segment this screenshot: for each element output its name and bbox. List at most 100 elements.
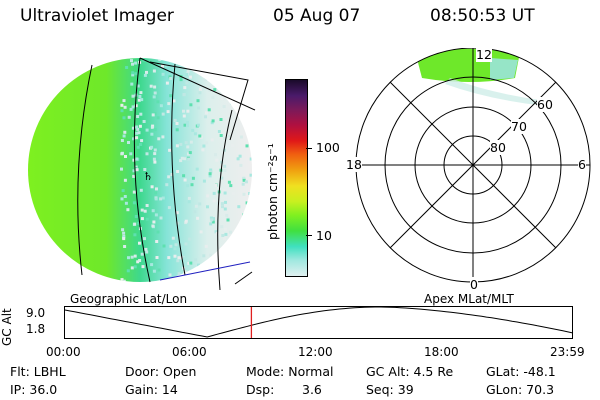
speckle-pixel xyxy=(186,184,190,188)
speckle-pixel xyxy=(214,153,217,157)
speckle-pixel xyxy=(157,137,161,141)
speckle-pixel xyxy=(120,139,124,142)
speckle-pixel xyxy=(176,259,180,263)
colorbar-tick-10: 10 xyxy=(316,228,332,243)
speckle-pixel xyxy=(182,114,186,118)
speckle-pixel xyxy=(183,157,187,161)
speckle-pixel xyxy=(219,134,223,137)
speckle-pixel xyxy=(252,162,255,165)
speckle-pixel xyxy=(213,64,217,67)
speckle-pixel xyxy=(223,191,227,195)
speckle-pixel xyxy=(186,124,189,128)
speckle-pixel xyxy=(211,220,215,224)
speckle-pixel xyxy=(170,173,174,176)
speckle-pixel xyxy=(133,265,137,269)
speckle-pixel xyxy=(187,261,191,265)
speckle-pixel xyxy=(152,95,156,99)
speckle-pixel xyxy=(152,220,156,224)
speckle-pixel xyxy=(234,65,238,68)
speckle-pixel xyxy=(161,135,165,139)
speckle-pixel xyxy=(159,216,163,220)
speckle-pixel xyxy=(185,72,189,76)
speckle-pixel xyxy=(120,109,124,113)
speckle-pixel xyxy=(159,197,163,201)
speckle-pixel xyxy=(179,78,183,82)
speckle-pixel xyxy=(205,141,209,145)
speckle-pixel xyxy=(136,127,140,131)
altitude-curve xyxy=(64,306,574,338)
speckle-pixel xyxy=(187,152,190,156)
speckle-pixel xyxy=(226,218,230,222)
speckle-pixel xyxy=(132,190,136,194)
speckle-pixel xyxy=(193,132,197,136)
speckle-pixel xyxy=(194,204,198,208)
speckle-pixel xyxy=(253,205,256,208)
speckle-pixel xyxy=(136,84,140,88)
speckle-pixel xyxy=(249,195,252,199)
timeline-ytick-1: 1.8 xyxy=(26,322,46,336)
speckle-pixel xyxy=(122,99,126,103)
speckle-pixel xyxy=(243,101,247,105)
coastline xyxy=(159,261,251,281)
speckle-pixel xyxy=(232,96,236,99)
speckle-pixel xyxy=(135,136,139,140)
speckle-pixel xyxy=(132,137,136,141)
speckle-pixel xyxy=(209,253,213,257)
speckle-pixel xyxy=(224,275,228,279)
speckle-pixel xyxy=(190,183,194,187)
speckle-pixel xyxy=(223,164,227,168)
speckle-pixel xyxy=(122,231,126,235)
speckle-pixel xyxy=(175,122,179,125)
speckle-pixel xyxy=(208,88,212,92)
speckle-pixel xyxy=(199,73,203,77)
speckle-pixel xyxy=(204,244,208,248)
speckle-pixel xyxy=(202,144,206,148)
speckle-pixel xyxy=(246,113,250,117)
speckle-pixel xyxy=(225,71,229,75)
speckle-pixel xyxy=(246,223,249,227)
geographic-panel-label: Geographic Lat/Lon xyxy=(70,292,188,306)
speckle-pixel xyxy=(209,222,213,226)
speckle-pixel xyxy=(122,134,126,138)
speckle-pixel xyxy=(153,91,157,95)
speckle-pixel xyxy=(139,91,143,95)
speckle-pixel xyxy=(142,120,146,123)
speckle-pixel xyxy=(130,82,134,86)
speckle-pixel xyxy=(177,256,181,260)
speckle-pixel xyxy=(165,183,169,187)
speckle-pixel xyxy=(239,271,243,275)
parallel-line xyxy=(139,57,256,111)
speckle-pixel xyxy=(213,88,217,92)
speckle-pixel xyxy=(198,202,202,206)
speckle-pixel xyxy=(205,111,208,115)
speckle-pixel xyxy=(251,98,252,101)
meridian-line xyxy=(77,64,93,276)
glon-info: GLon: 70.3 xyxy=(486,382,555,397)
speckle-pixel xyxy=(233,272,237,276)
speckle-pixel xyxy=(140,208,144,212)
speckle-pixel xyxy=(189,261,193,265)
speckle-pixel xyxy=(250,237,252,241)
speckle-pixel xyxy=(251,76,252,80)
speckle-pixel xyxy=(188,151,192,155)
speckle-pixel xyxy=(137,98,141,102)
speckle-pixel xyxy=(249,157,252,161)
speckle-pixel xyxy=(162,244,166,248)
speckle-pixel xyxy=(138,241,141,245)
speckle-pixel xyxy=(159,104,163,108)
colorbar-unit-label: photon cm⁻²s⁻¹ xyxy=(265,143,280,240)
speckle-pixel xyxy=(223,207,227,211)
speckle-pixel xyxy=(168,75,172,79)
speckle-pixel xyxy=(182,174,186,178)
timeline-ylabel: GC Alt xyxy=(0,308,14,346)
speckle-pixel xyxy=(182,109,185,113)
speckle-pixel xyxy=(169,244,173,248)
speckle-pixel xyxy=(152,157,156,161)
speckle-pixel xyxy=(145,152,149,156)
speckle-pixel xyxy=(143,237,146,241)
speckle-pixel xyxy=(143,73,147,77)
speckle-pixel xyxy=(136,115,140,118)
speckle-pixel xyxy=(183,123,187,127)
